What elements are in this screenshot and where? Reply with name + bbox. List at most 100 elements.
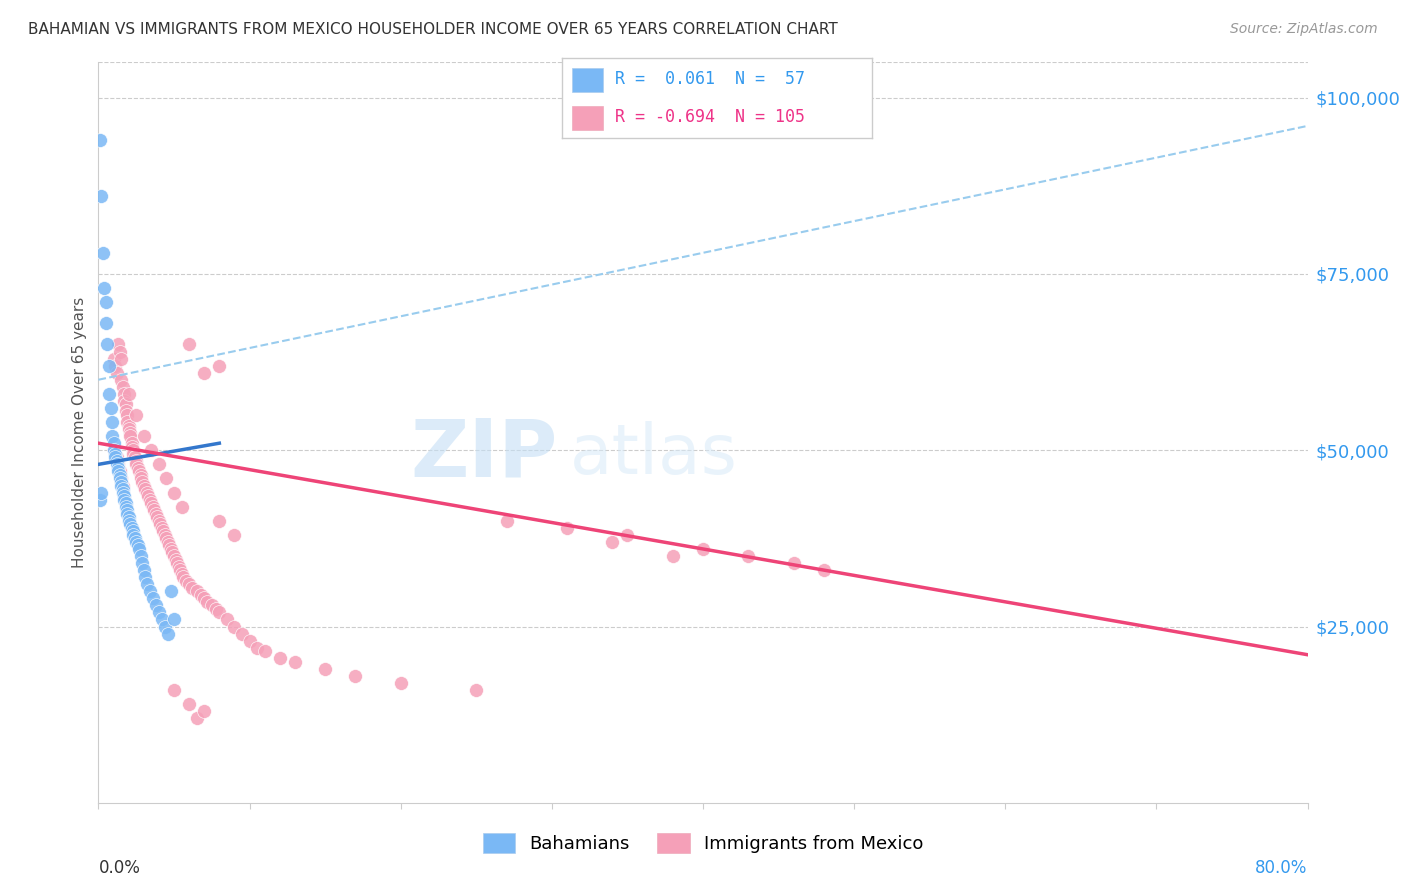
Point xyxy=(163,683,186,698)
Point xyxy=(145,599,167,613)
Point xyxy=(122,447,145,461)
Point xyxy=(118,422,141,436)
Point xyxy=(134,570,156,584)
Point xyxy=(132,478,155,492)
Point xyxy=(160,584,183,599)
Point xyxy=(160,541,183,556)
Point xyxy=(90,189,112,203)
Point xyxy=(314,662,336,676)
Point xyxy=(167,559,190,574)
Point xyxy=(284,655,307,669)
Point xyxy=(193,704,215,718)
Point xyxy=(105,450,128,465)
Point xyxy=(224,619,246,633)
Point xyxy=(174,574,197,588)
Text: atlas: atlas xyxy=(569,421,738,488)
Point xyxy=(152,524,174,539)
Text: R =  0.061  N =  57: R = 0.061 N = 57 xyxy=(614,70,806,87)
Point xyxy=(94,295,117,310)
Text: R = -0.694  N = 105: R = -0.694 N = 105 xyxy=(614,109,806,127)
Point xyxy=(112,387,135,401)
Point xyxy=(122,528,145,542)
Point xyxy=(124,532,146,546)
Point xyxy=(163,485,186,500)
Point xyxy=(110,475,132,489)
Point xyxy=(114,500,136,514)
Point xyxy=(150,521,173,535)
Point xyxy=(179,337,201,351)
Legend: Bahamians, Immigrants from Mexico: Bahamians, Immigrants from Mexico xyxy=(475,826,931,861)
Point xyxy=(103,351,125,366)
Point xyxy=(93,281,115,295)
Point xyxy=(139,492,162,507)
Point xyxy=(186,584,208,599)
Point xyxy=(96,337,118,351)
Point xyxy=(253,644,276,658)
Point xyxy=(111,380,134,394)
Text: BAHAMIAN VS IMMIGRANTS FROM MEXICO HOUSEHOLDER INCOME OVER 65 YEARS CORRELATION : BAHAMIAN VS IMMIGRANTS FROM MEXICO HOUSE… xyxy=(28,22,838,37)
Point xyxy=(201,599,224,613)
Point xyxy=(193,591,215,606)
Point xyxy=(118,510,141,524)
Point xyxy=(661,549,683,563)
Point xyxy=(105,458,128,472)
Point xyxy=(128,541,150,556)
Point xyxy=(104,450,127,465)
Point xyxy=(142,591,165,606)
Point xyxy=(122,524,145,539)
Point xyxy=(555,521,578,535)
Point xyxy=(89,133,111,147)
Point xyxy=(195,595,218,609)
Point xyxy=(172,570,194,584)
Point xyxy=(120,425,142,440)
Y-axis label: Householder Income Over 65 years: Householder Income Over 65 years xyxy=(72,297,87,568)
Point xyxy=(108,467,131,482)
Point xyxy=(131,556,153,570)
Point xyxy=(100,401,122,415)
Point xyxy=(131,475,153,489)
Point xyxy=(129,549,152,563)
Point xyxy=(127,461,149,475)
Point xyxy=(208,606,231,620)
Point xyxy=(135,485,157,500)
Point xyxy=(129,471,152,485)
Point xyxy=(128,464,150,478)
Point xyxy=(110,478,132,492)
Point xyxy=(616,528,638,542)
Point xyxy=(91,245,114,260)
Point xyxy=(110,373,132,387)
Point xyxy=(103,443,125,458)
Point xyxy=(132,563,155,577)
Point xyxy=(115,408,138,422)
Point xyxy=(114,397,136,411)
Point xyxy=(129,467,152,482)
Point xyxy=(146,510,169,524)
Point xyxy=(269,651,291,665)
Point xyxy=(155,532,177,546)
Point xyxy=(170,566,193,581)
Point xyxy=(139,584,162,599)
Point xyxy=(125,458,148,472)
Point xyxy=(153,619,176,633)
Point xyxy=(105,366,128,380)
Point xyxy=(101,415,124,429)
Point xyxy=(495,514,517,528)
Point xyxy=(111,478,134,492)
Point xyxy=(111,482,134,496)
Point xyxy=(98,387,121,401)
Point xyxy=(186,711,208,725)
Point xyxy=(121,521,143,535)
Point xyxy=(108,464,131,478)
Point xyxy=(142,500,165,514)
Point xyxy=(170,500,193,514)
Point xyxy=(135,577,157,591)
Point xyxy=(169,563,191,577)
Point xyxy=(156,535,179,549)
Point xyxy=(107,461,129,475)
Point xyxy=(118,418,141,433)
Text: Source: ZipAtlas.com: Source: ZipAtlas.com xyxy=(1230,22,1378,37)
Point xyxy=(125,454,148,468)
Point xyxy=(118,514,141,528)
Point xyxy=(783,556,806,570)
Point xyxy=(103,436,125,450)
